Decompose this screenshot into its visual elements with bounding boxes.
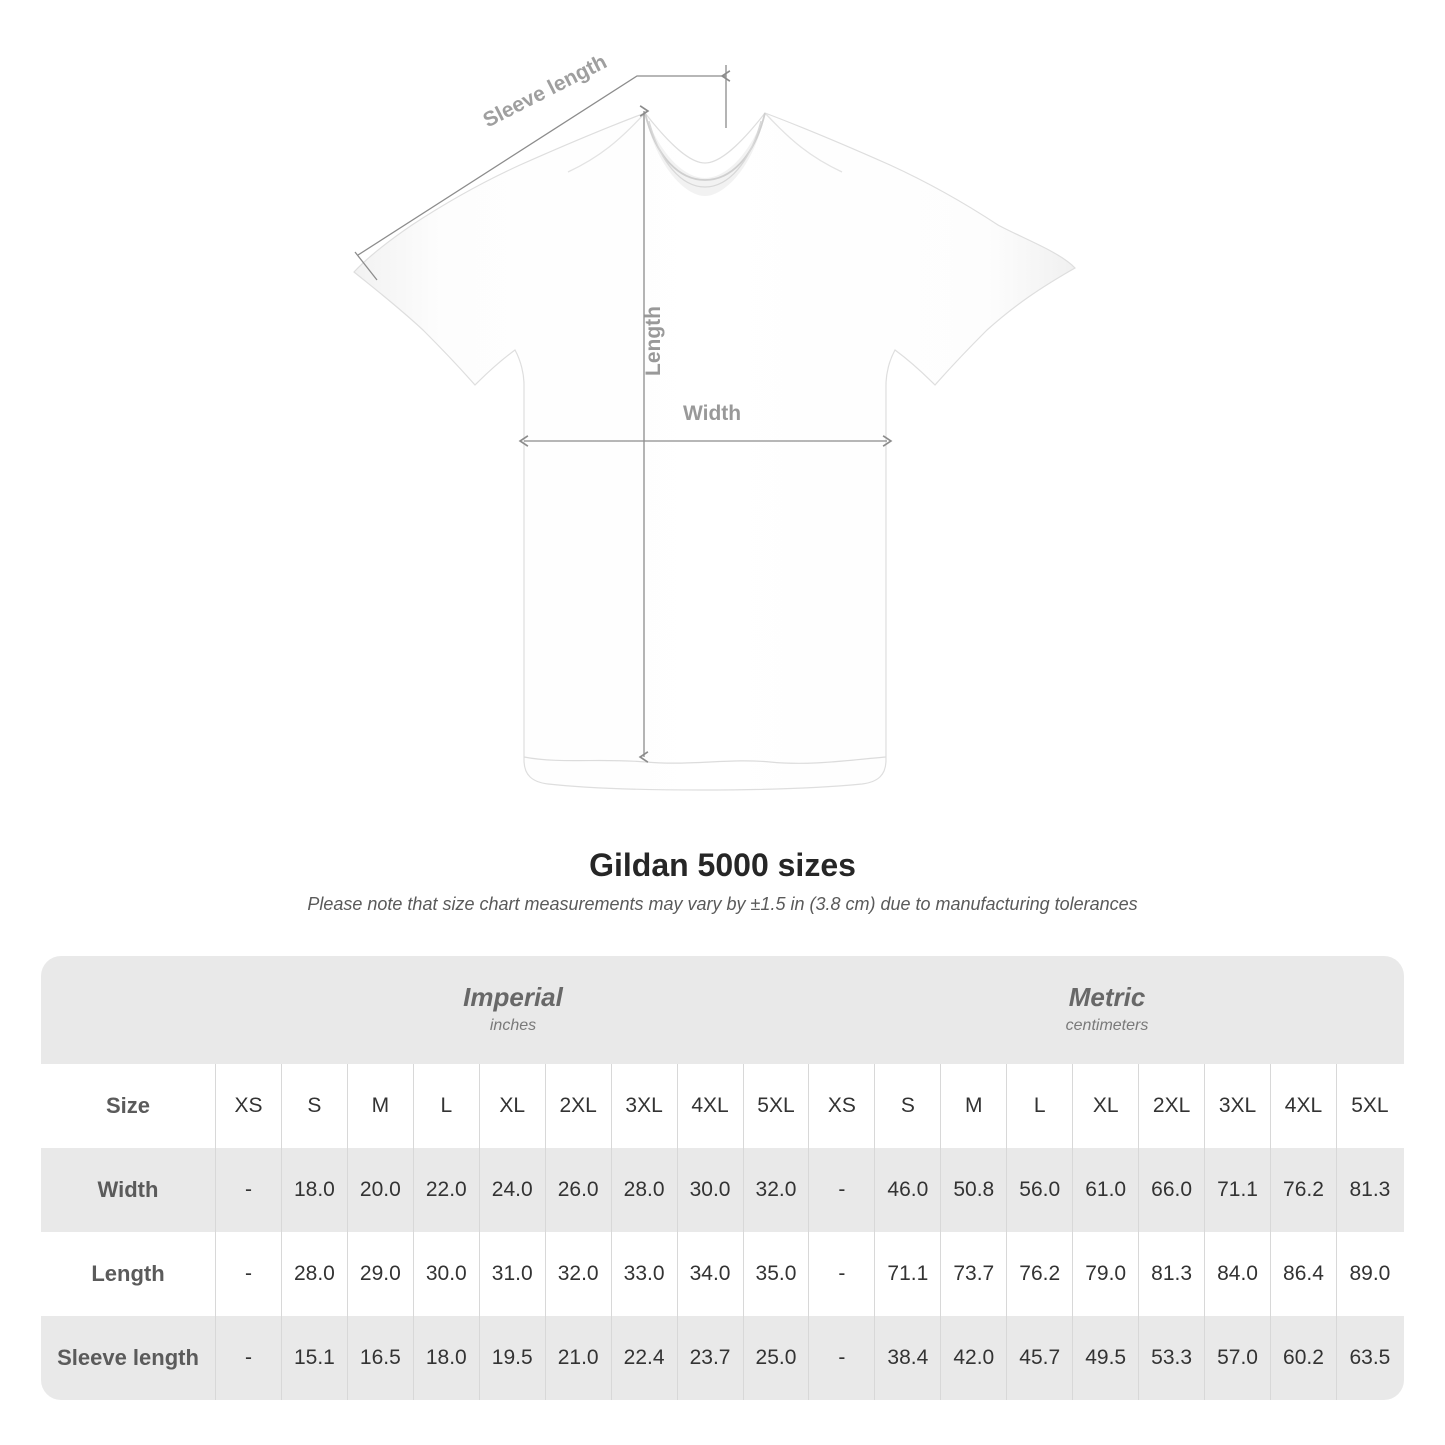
svg-text:Length: Length — [642, 306, 665, 376]
svg-text:Sleeve length: Sleeve length — [480, 50, 611, 132]
svg-text:Width: Width — [683, 402, 741, 425]
